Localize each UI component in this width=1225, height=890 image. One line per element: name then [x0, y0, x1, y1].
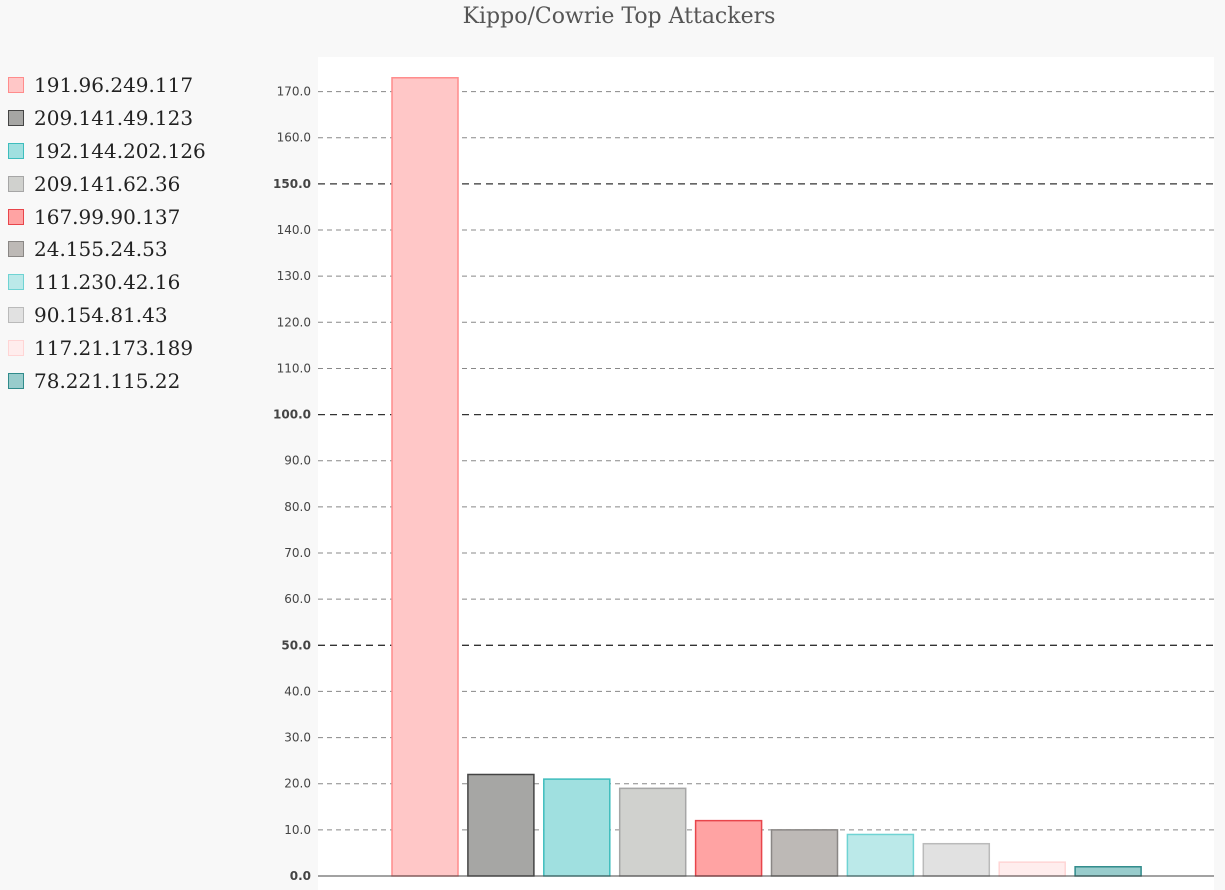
y-tick-label: 150.0: [273, 177, 311, 191]
legend-swatch: [8, 241, 24, 258]
y-tick-label: 70.0: [284, 546, 311, 560]
legend-item[interactable]: 117.21.173.189: [8, 331, 206, 364]
legend-label: 90.154.81.43: [34, 302, 168, 327]
bar[interactable]: [1074, 866, 1142, 877]
legend-swatch: [8, 110, 24, 127]
y-tick-label: 100.0: [273, 408, 311, 422]
legend-item[interactable]: 167.99.90.137: [8, 200, 206, 233]
bar[interactable]: [391, 77, 459, 877]
y-tick-label: 50.0: [281, 638, 311, 652]
y-tick-label: 160.0: [277, 131, 311, 145]
bar[interactable]: [770, 829, 839, 877]
legend-swatch: [8, 175, 24, 192]
y-tick-label: 30.0: [284, 731, 311, 745]
bar[interactable]: [846, 833, 915, 877]
bar[interactable]: [543, 778, 611, 877]
bar[interactable]: [694, 819, 763, 877]
legend-label: 117.21.173.189: [34, 335, 194, 360]
y-tick-label: 140.0: [277, 223, 311, 237]
legend-swatch: [8, 306, 24, 323]
legend-label: 192.144.202.126: [34, 138, 206, 163]
legend: 191.96.249.117 209.141.49.123 192.144.202.…: [8, 69, 206, 397]
legend-label: 209.141.49.123: [34, 106, 194, 131]
legend-item[interactable]: 90.154.81.43: [8, 299, 206, 332]
plot-area: [318, 57, 1214, 890]
y-tick-label: 90.0: [284, 454, 311, 468]
legend-swatch: [8, 77, 24, 94]
y-tick-label: 110.0: [277, 361, 311, 375]
legend-item[interactable]: 191.96.249.117: [8, 69, 206, 102]
y-tick-label: 170.0: [277, 85, 311, 99]
bar[interactable]: [618, 787, 687, 877]
legend-swatch: [8, 142, 24, 159]
legend-label: 209.141.62.36: [34, 171, 181, 196]
bar[interactable]: [467, 773, 535, 877]
bar[interactable]: [998, 861, 1066, 877]
y-tick-label: 60.0: [284, 592, 311, 606]
legend-label: 78.221.115.22: [34, 368, 181, 393]
y-tick-label: 130.0: [277, 269, 311, 283]
legend-item[interactable]: 111.230.42.16: [8, 266, 206, 299]
legend-swatch: [8, 208, 24, 225]
legend-item[interactable]: 192.144.202.126: [8, 135, 206, 168]
y-tick-label: 120.0: [277, 315, 311, 329]
y-tick-label: 20.0: [284, 777, 311, 791]
y-tick-label: 80.0: [284, 500, 311, 514]
bar[interactable]: [922, 842, 991, 877]
legend-swatch: [8, 372, 24, 389]
legend-label: 191.96.249.117: [34, 73, 194, 98]
y-tick-label: 10.0: [284, 823, 311, 837]
legend-label: 24.155.24.53: [34, 237, 168, 262]
legend-item[interactable]: 78.221.115.22: [8, 364, 206, 397]
legend-item[interactable]: 209.141.62.36: [8, 167, 206, 200]
legend-label: 111.230.42.16: [34, 270, 181, 295]
y-tick-label: 0.0: [290, 869, 311, 883]
legend-swatch: [8, 339, 24, 356]
chart-title: Kippo/Cowrie Top Attackers: [462, 4, 776, 29]
legend-item[interactable]: 24.155.24.53: [8, 233, 206, 266]
legend-swatch: [8, 274, 24, 291]
legend-item[interactable]: 209.141.49.123: [8, 102, 206, 135]
legend-label: 167.99.90.137: [34, 204, 181, 229]
y-tick-label: 40.0: [284, 684, 311, 698]
